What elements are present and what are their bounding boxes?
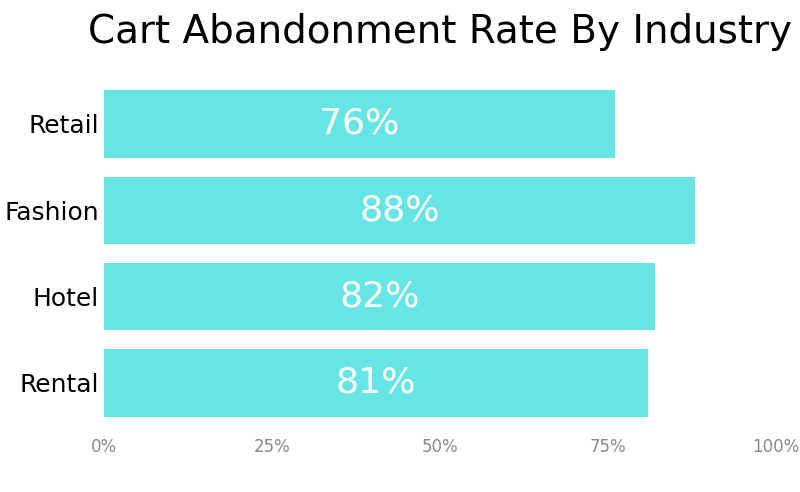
Text: 76%: 76% xyxy=(319,107,399,141)
Title: Cart Abandonment Rate By Industry: Cart Abandonment Rate By Industry xyxy=(88,13,792,51)
Text: 82%: 82% xyxy=(339,279,420,313)
Bar xyxy=(104,90,614,157)
Text: 88%: 88% xyxy=(359,193,440,227)
Bar xyxy=(104,263,655,330)
Bar xyxy=(104,349,648,417)
Text: 81%: 81% xyxy=(336,366,417,400)
Bar xyxy=(104,177,695,244)
